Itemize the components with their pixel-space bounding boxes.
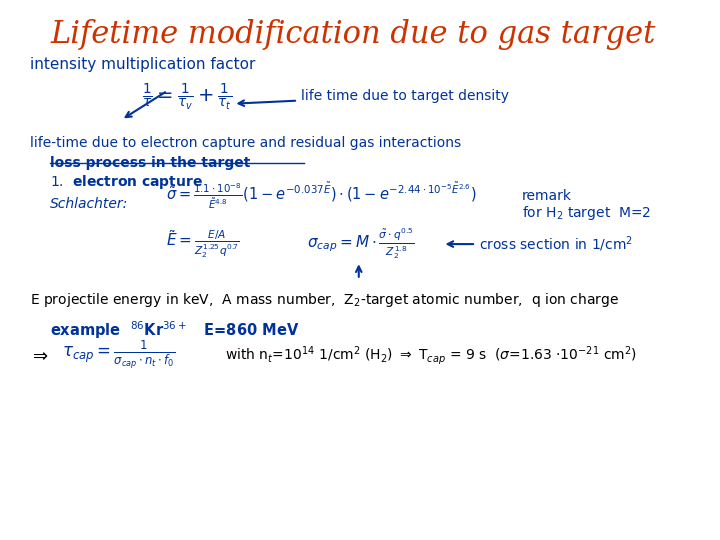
Text: 1.  $\mathbf{electron\ capture}$: 1. $\mathbf{electron\ capture}$: [50, 173, 203, 191]
Text: life-time due to electron capture and residual gas interactions: life-time due to electron capture and re…: [30, 136, 462, 150]
Text: loss process in the target: loss process in the target: [50, 156, 251, 170]
Text: $\frac{1}{\tau} = \frac{1}{\tau_v} + \frac{1}{\tau_t}$: $\frac{1}{\tau} = \frac{1}{\tau_v} + \fr…: [143, 82, 233, 112]
Text: $\sigma_{cap} = M \cdot \frac{\tilde{\sigma} \cdot q^{0.5}}{Z_2^{1.8}}$: $\sigma_{cap} = M \cdot \frac{\tilde{\si…: [307, 227, 415, 261]
Text: life time due to target density: life time due to target density: [238, 89, 509, 106]
Text: for H$_2$ target  M=2: for H$_2$ target M=2: [522, 204, 651, 222]
Text: $\tau_{cap} = \frac{1}{\sigma_{cap} \cdot n_t \cdot f_0}$: $\tau_{cap} = \frac{1}{\sigma_{cap} \cdo…: [62, 339, 175, 372]
Text: cross section in 1/cm$^2$: cross section in 1/cm$^2$: [448, 234, 633, 254]
Text: intensity multiplication factor: intensity multiplication factor: [30, 57, 256, 72]
Text: $\tilde{\sigma} = \frac{1.1 \cdot 10^{-8}}{\tilde{E}^{4.8}}(1-e^{-0.037\tilde{E}: $\tilde{\sigma} = \frac{1.1 \cdot 10^{-8…: [166, 180, 476, 211]
Text: $\tilde{E} = \frac{E/A}{Z_2^{1.25}q^{0.7}}$: $\tilde{E} = \frac{E/A}{Z_2^{1.25}q^{0.7…: [166, 228, 240, 260]
Text: Lifetime modification due to gas target: Lifetime modification due to gas target: [51, 19, 656, 50]
Text: $\Rightarrow$: $\Rightarrow$: [29, 346, 49, 364]
Text: remark: remark: [522, 189, 572, 203]
Text: Schlachter:: Schlachter:: [50, 197, 128, 211]
Text: E projectile energy in keV,  A mass number,  Z$_2$-target atomic number,  q ion : E projectile energy in keV, A mass numbe…: [30, 291, 619, 308]
Text: with n$_t$=10$^{14}$ 1/cm$^2$ (H$_2$) $\Rightarrow$ T$_{cap}$ = 9 s  ($\sigma$=1: with n$_t$=10$^{14}$ 1/cm$^2$ (H$_2$) $\…: [225, 344, 637, 367]
Text: example  $^{86}$Kr$^{36+}$   E=860 MeV: example $^{86}$Kr$^{36+}$ E=860 MeV: [50, 320, 300, 341]
